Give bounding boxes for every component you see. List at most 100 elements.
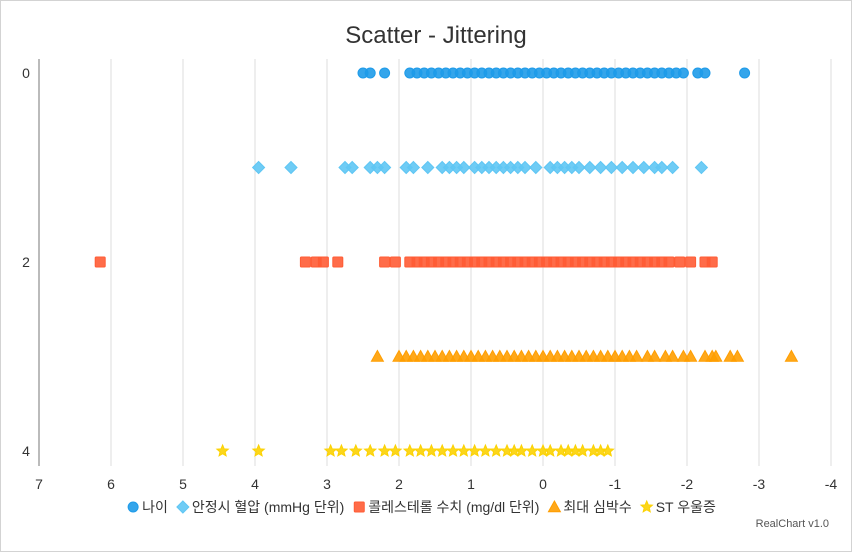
- x-tick-label: -1: [609, 476, 622, 492]
- data-point[interactable]: [317, 256, 329, 268]
- legend-label: 안정시 혈압 (mmHg 단위): [192, 499, 344, 515]
- series-3: [370, 349, 799, 362]
- x-tick-label: 2: [395, 476, 403, 492]
- data-point[interactable]: [94, 256, 106, 268]
- data-point[interactable]: [572, 160, 586, 175]
- data-point[interactable]: [583, 160, 597, 175]
- data-point[interactable]: [446, 443, 460, 457]
- data-point[interactable]: [364, 67, 376, 79]
- series-4: [215, 443, 615, 457]
- data-point[interactable]: [665, 349, 680, 362]
- data-point[interactable]: [739, 67, 751, 79]
- y-tick-label: 0: [22, 65, 30, 81]
- data-point[interactable]: [600, 443, 615, 457]
- x-tick-label: 0: [539, 476, 547, 492]
- data-point[interactable]: [674, 256, 686, 268]
- data-point[interactable]: [299, 256, 311, 268]
- circle-legend-icon: [127, 501, 139, 513]
- square-legend-icon: [353, 501, 365, 513]
- data-point[interactable]: [518, 160, 532, 175]
- data-point[interactable]: [377, 443, 392, 457]
- data-point[interactable]: [677, 67, 689, 79]
- data-point[interactable]: [348, 443, 363, 457]
- x-tick-label: -3: [753, 476, 766, 492]
- data-point[interactable]: [421, 160, 435, 175]
- data-point[interactable]: [604, 160, 619, 175]
- data-point[interactable]: [529, 160, 543, 175]
- legend-label: 나이: [142, 499, 168, 515]
- data-point[interactable]: [478, 443, 493, 457]
- data-point[interactable]: [629, 349, 644, 362]
- data-point[interactable]: [647, 349, 662, 362]
- data-point[interactable]: [345, 160, 359, 175]
- data-point[interactable]: [389, 256, 401, 268]
- y-tick-label: 2: [22, 254, 30, 270]
- data-point[interactable]: [435, 443, 450, 457]
- data-point[interactable]: [593, 160, 608, 175]
- legend[interactable]: 나이 안정시 혈압 (mmHg 단위) 콜레스테롤 수치 (mg/dl 단위) 최대 …: [127, 499, 716, 515]
- data-point[interactable]: [402, 443, 417, 457]
- x-tick-label: -2: [681, 476, 694, 492]
- data-point[interactable]: [406, 160, 421, 175]
- data-point[interactable]: [694, 160, 709, 175]
- diamond-legend-icon: [176, 500, 190, 514]
- data-point[interactable]: [665, 160, 680, 175]
- data-point[interactable]: [730, 349, 745, 362]
- x-tick-label: 3: [323, 476, 331, 492]
- data-point[interactable]: [706, 256, 718, 268]
- chart-credit: RealChart v1.0: [756, 518, 829, 530]
- data-point[interactable]: [626, 160, 640, 175]
- triangle-legend-icon: [547, 499, 562, 513]
- data-point[interactable]: [413, 443, 428, 457]
- y-axis: 0 2 4: [22, 59, 40, 466]
- data-point[interactable]: [457, 160, 471, 175]
- data-point[interactable]: [683, 349, 698, 362]
- data-point[interactable]: [655, 160, 669, 175]
- x-axis-ticks: 7 6 5 4 3 2 1 0 -1 -2 -3 -4: [35, 476, 837, 492]
- data-point[interactable]: [685, 256, 697, 268]
- x-tick-label: -4: [825, 476, 838, 492]
- data-points: [94, 67, 799, 457]
- data-point[interactable]: [456, 443, 471, 457]
- legend-item[interactable]: 콜레스테롤 수치 (mg/dl 단위): [353, 499, 539, 515]
- legend-item[interactable]: 최대 심박수: [547, 499, 632, 515]
- legend-item[interactable]: 안정시 혈압 (mmHg 단위): [176, 499, 344, 515]
- data-point[interactable]: [370, 349, 385, 362]
- data-point[interactable]: [637, 160, 651, 175]
- legend-item[interactable]: 나이: [127, 499, 168, 515]
- data-point[interactable]: [251, 160, 266, 175]
- data-point[interactable]: [424, 443, 439, 457]
- chart-title: Scatter - Jittering: [345, 22, 526, 49]
- x-tick-label: 6: [107, 476, 115, 492]
- legend-label: 콜레스테롤 수치 (mg/dl 단위): [368, 499, 539, 515]
- data-point[interactable]: [489, 443, 504, 457]
- legend-label: 최대 심박수: [563, 499, 631, 515]
- star-legend-icon: [639, 499, 654, 513]
- data-point[interactable]: [708, 349, 723, 362]
- y-tick-label: 4: [22, 443, 30, 459]
- legend-item[interactable]: ST 우울증: [639, 499, 716, 515]
- data-point[interactable]: [334, 443, 349, 457]
- x-tick-label: 5: [179, 476, 187, 492]
- data-point[interactable]: [388, 443, 403, 457]
- series-2: [94, 256, 718, 268]
- data-point[interactable]: [379, 67, 391, 79]
- data-point[interactable]: [699, 67, 711, 79]
- legend-label: ST 우울증: [656, 499, 716, 515]
- data-point[interactable]: [525, 443, 540, 457]
- data-point[interactable]: [784, 349, 799, 362]
- x-tick-label: 1: [467, 476, 475, 492]
- data-point[interactable]: [363, 443, 378, 457]
- data-point[interactable]: [215, 443, 230, 457]
- data-point[interactable]: [251, 443, 266, 457]
- data-point[interactable]: [663, 256, 675, 268]
- data-point[interactable]: [332, 256, 344, 268]
- data-point[interactable]: [615, 160, 629, 175]
- series-0: [357, 67, 751, 79]
- data-point[interactable]: [284, 160, 298, 175]
- data-point[interactable]: [379, 256, 391, 268]
- series-1: [251, 160, 709, 175]
- data-point[interactable]: [377, 160, 392, 175]
